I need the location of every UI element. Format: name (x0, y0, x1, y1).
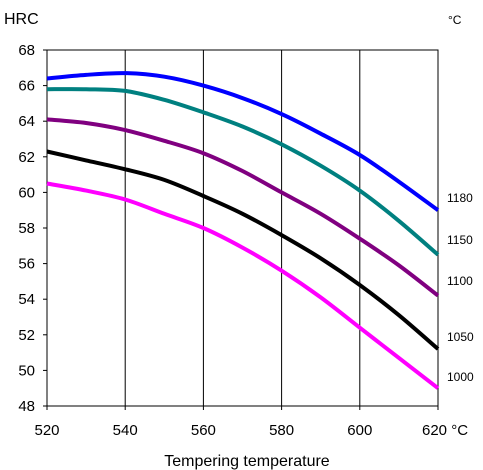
series-line-1000 (46, 181, 440, 390)
x-axis-ticks: 520 540 560 580 600 620 °C (34, 406, 468, 439)
x-tick-label: 520 (34, 422, 59, 439)
y-tick-label: 54 (18, 291, 35, 308)
x-tick-label: 540 (113, 422, 138, 439)
y-tick-label: 68 (18, 42, 35, 59)
x-tick-label: 620 °C (422, 422, 468, 439)
y2-unit-label: °C (448, 13, 462, 27)
y-tick-label: 60 (18, 184, 35, 201)
series-line-1150 (46, 87, 440, 257)
y-tick-label: 66 (18, 78, 35, 95)
series-label-1180: 1180 (447, 191, 473, 205)
y-axis-ticks: 48 50 52 54 56 58 60 62 64 66 68 (18, 42, 47, 415)
x-tick-label: 560 (191, 422, 216, 439)
grid-lines (124, 50, 361, 406)
x-tick-label: 600 (347, 422, 372, 439)
y-tick-label: 52 (18, 327, 35, 344)
series-label-1100: 1100 (447, 274, 473, 288)
y-tick-label: 58 (18, 220, 35, 237)
y-axis-label: HRC (4, 11, 39, 28)
series-label-1000: 1000 (447, 370, 474, 384)
y-tick-label: 56 (18, 256, 35, 273)
y-tick-label: 62 (18, 149, 35, 166)
series-line-1100 (46, 117, 440, 298)
series-lines (46, 71, 440, 390)
series-label-1050: 1050 (447, 330, 474, 344)
series-line-1050 (46, 149, 440, 351)
series-end-labels: 1180 1150 1100 1050 1000 (447, 191, 474, 384)
series-line-1180 (46, 71, 440, 212)
series-label-1150: 1150 (447, 233, 473, 247)
x-axis-label: Tempering temperature (164, 453, 330, 470)
y-tick-label: 50 (18, 362, 35, 379)
plot-frame (46, 49, 439, 407)
x-tick-label: 580 (269, 422, 294, 439)
y-tick-label: 64 (18, 113, 35, 130)
y-tick-label: 48 (18, 398, 35, 415)
